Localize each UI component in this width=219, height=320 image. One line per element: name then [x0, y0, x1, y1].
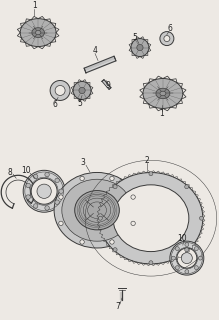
Circle shape [131, 195, 135, 199]
Circle shape [45, 206, 49, 210]
Circle shape [59, 189, 63, 194]
Ellipse shape [160, 91, 166, 96]
Circle shape [164, 36, 170, 42]
Text: 1: 1 [32, 1, 37, 10]
Ellipse shape [54, 172, 140, 248]
Ellipse shape [156, 88, 170, 99]
Polygon shape [102, 80, 111, 89]
Circle shape [55, 178, 59, 183]
Circle shape [185, 185, 189, 189]
Circle shape [79, 87, 85, 94]
Circle shape [113, 185, 117, 189]
Circle shape [34, 204, 38, 208]
Circle shape [149, 261, 153, 265]
Text: 3: 3 [81, 158, 85, 167]
Text: 1: 1 [159, 109, 164, 118]
Circle shape [50, 81, 70, 100]
Circle shape [26, 195, 30, 199]
Circle shape [131, 39, 149, 57]
Text: 9: 9 [106, 81, 110, 90]
Ellipse shape [99, 172, 203, 264]
Circle shape [110, 240, 114, 244]
Circle shape [194, 266, 198, 270]
Circle shape [80, 240, 84, 244]
Ellipse shape [32, 28, 44, 37]
Text: 4: 4 [93, 46, 97, 55]
Circle shape [171, 256, 175, 260]
Circle shape [181, 252, 192, 264]
Circle shape [98, 216, 102, 220]
Text: 6: 6 [53, 100, 58, 109]
Circle shape [31, 178, 57, 204]
Circle shape [131, 221, 135, 226]
Ellipse shape [20, 19, 56, 46]
Circle shape [198, 256, 202, 260]
Circle shape [55, 200, 59, 204]
Ellipse shape [62, 179, 132, 241]
Circle shape [23, 170, 65, 212]
Circle shape [175, 247, 179, 251]
Circle shape [185, 243, 189, 247]
Text: 10: 10 [177, 234, 187, 243]
Circle shape [175, 266, 179, 270]
Circle shape [110, 176, 114, 181]
Text: 6: 6 [168, 24, 172, 33]
Circle shape [137, 44, 143, 51]
Polygon shape [84, 56, 116, 73]
Circle shape [59, 195, 63, 199]
Text: 7: 7 [116, 301, 120, 310]
Circle shape [37, 184, 51, 198]
Text: 8: 8 [8, 168, 12, 177]
Circle shape [113, 248, 117, 252]
Circle shape [194, 247, 198, 251]
Circle shape [59, 221, 63, 226]
Circle shape [185, 248, 189, 252]
Circle shape [26, 183, 30, 188]
Circle shape [55, 85, 65, 95]
Ellipse shape [75, 191, 119, 230]
Circle shape [177, 248, 197, 268]
Text: 2: 2 [145, 156, 149, 165]
Ellipse shape [35, 30, 41, 35]
Text: 10: 10 [21, 166, 31, 175]
Circle shape [34, 174, 38, 179]
Circle shape [80, 176, 84, 181]
Circle shape [200, 216, 203, 220]
Ellipse shape [113, 185, 189, 252]
Text: 5: 5 [78, 99, 83, 108]
Text: 5: 5 [132, 33, 137, 42]
Circle shape [45, 172, 49, 177]
Circle shape [185, 270, 189, 274]
Circle shape [170, 241, 204, 275]
Ellipse shape [143, 78, 183, 108]
Circle shape [160, 32, 174, 45]
Circle shape [73, 82, 91, 100]
Circle shape [149, 172, 153, 176]
